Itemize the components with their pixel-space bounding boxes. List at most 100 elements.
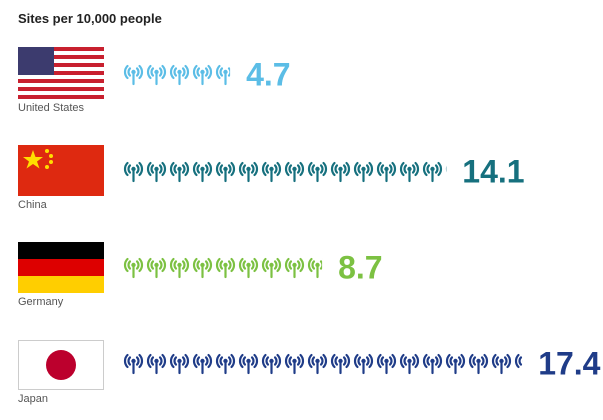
icon-arc [161,257,167,273]
icon-arc [276,353,282,369]
antenna-icon [123,64,144,86]
icon-dot [154,166,159,172]
icon-arc [138,64,144,80]
antenna-icon [376,161,397,183]
icon-arc [161,64,167,80]
icon-arc [196,164,201,174]
antenna-icon [146,257,167,279]
icon-arc [123,353,129,369]
icon-dot [246,358,251,364]
country-label: Germany [18,296,64,308]
icon-arc [357,164,362,174]
antenna-icon [491,353,512,375]
icon-arc [207,161,213,177]
icon-arc [388,164,393,174]
icon-arc [437,161,443,177]
antenna-icon [353,353,374,375]
icon-arc [215,353,221,369]
icon-arc [284,257,290,273]
icon-row [123,64,231,86]
chart-title: Sites per 10,000 people [18,11,162,26]
icon-dot [430,166,435,172]
icon-arc [399,353,405,369]
country-label: United States [18,102,85,114]
icon-arc [299,161,305,177]
icon-arc [311,164,316,174]
antenna-icon [399,161,420,183]
icon-arc [459,165,460,172]
icon-arc [230,353,236,369]
country-label: Japan [18,393,48,405]
flag-japan [18,340,104,390]
antenna-icon [445,353,466,375]
antenna-icon [353,161,374,183]
icon-arc [138,353,144,369]
icon-arc [472,356,477,366]
icon-arc [219,356,224,366]
antenna-icon [422,161,443,183]
icon-dot [292,262,297,268]
flag-us [18,47,104,99]
icon-dot [315,166,320,172]
icon-dot [453,358,458,364]
icon-arc [311,260,316,270]
icon-arc [135,164,140,174]
icon-arc [173,260,178,270]
icon-arc [181,164,186,174]
icon-dot [131,262,136,268]
icon-arc [181,356,186,366]
icon-arc [215,64,221,80]
icon-arc [284,161,290,177]
icon-arc [127,164,132,174]
icon-arc [342,356,347,366]
icon-dot [315,262,320,268]
icon-arc [219,164,224,174]
icon-arc [307,353,313,369]
antenna-icon [376,353,397,375]
icon-arc [161,353,167,369]
icon-arc [192,353,198,369]
antenna-icon [146,353,167,375]
icon-arc [426,356,431,366]
icon-dot [361,166,366,172]
antenna-icon [215,257,236,279]
icon-arc [299,257,305,273]
value-label: 17.4 [538,345,600,381]
icon-dot [407,166,412,172]
icon-arc [238,161,244,177]
icon-dot [246,166,251,172]
icon-dot [200,69,205,75]
icon-arc [457,356,462,366]
icon-arc [319,164,324,174]
icon-dot [246,262,251,268]
antenna-icon [330,353,351,375]
icon-dot [200,358,205,364]
icon-dot [177,262,182,268]
icon-arc [184,257,190,273]
icon-dot [269,166,274,172]
icon-arc [334,356,339,366]
antenna-icon [123,161,144,183]
antenna-icon [284,353,305,375]
icon-dot [522,359,526,363]
icon-arc [204,260,209,270]
icon-arc [528,357,529,364]
icon-dot [269,358,274,364]
icon-arc [123,64,129,80]
antenna-icon [169,161,190,183]
icon-arc [365,356,370,366]
icon-dot [177,69,182,75]
antenna-icon [422,353,443,375]
icon-row [123,257,323,279]
icon-arc [219,67,224,77]
icon-arc [204,67,209,77]
icon-arc [227,356,232,366]
icon-arc [353,161,359,177]
value-label: 4.7 [246,56,290,92]
icon-dot [269,262,274,268]
antenna-icon [169,353,190,375]
icon-arc [265,164,270,174]
icon-arc [460,353,466,369]
icon-arc [158,67,163,77]
icon-arc [273,164,278,174]
